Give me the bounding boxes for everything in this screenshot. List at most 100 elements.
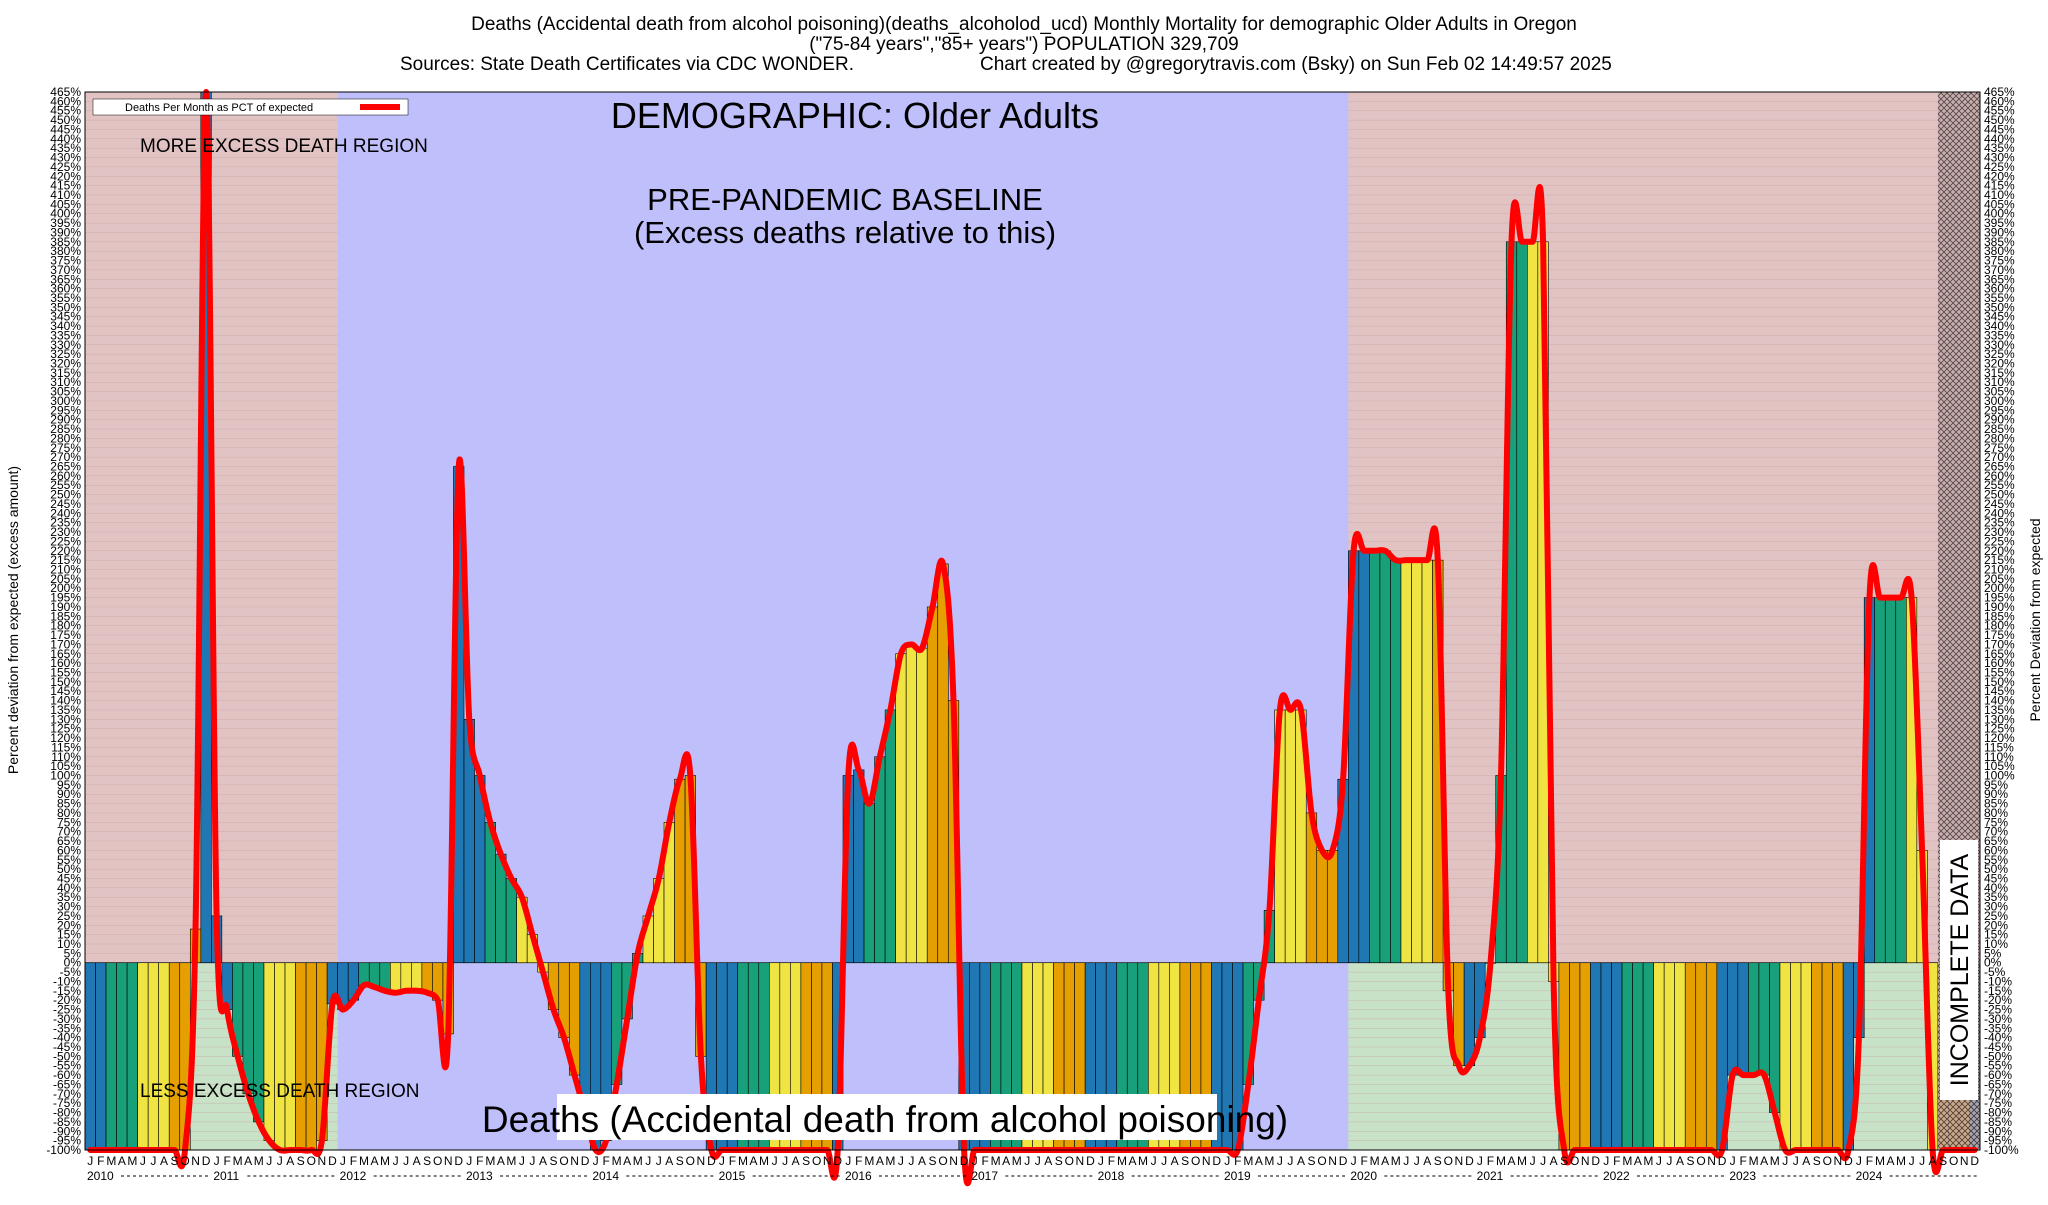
x-tick-month: O (1444, 1154, 1453, 1168)
bar (853, 769, 865, 964)
x-tick-month: A (1381, 1154, 1389, 1168)
x-tick-month: M (633, 1154, 643, 1168)
y-tick-label-left: 390% (50, 225, 81, 239)
bar (421, 962, 433, 994)
y-tick-label-left: 250% (50, 488, 81, 502)
y-tick-label-right: 175% (1984, 628, 2015, 642)
y-tick-label-left: -15% (53, 984, 81, 998)
y-tick-label-left: -10% (53, 974, 81, 988)
bar (926, 606, 939, 964)
y-tick-label-left: 90% (57, 787, 81, 801)
y-tick-label-right: -40% (1984, 1031, 2012, 1045)
y-tick-label-right: 170% (1984, 637, 2015, 651)
y-tick-label-right: 215% (1984, 553, 2015, 567)
y-tick-label-right: 220% (1984, 544, 2015, 558)
x-tick-month: N (191, 1154, 200, 1168)
x-tick-month: N (949, 1154, 958, 1168)
x-tick-month: A (1171, 1154, 1179, 1168)
y-tick-label-left: 370% (50, 263, 81, 277)
y-axis-label-left: Percent deviation from expected (excess … (5, 466, 21, 774)
y-tick-label-left: -90% (53, 1124, 81, 1138)
bottom-title: Deaths (Accidental death from alcohol po… (482, 1099, 1288, 1140)
y-tick-label-right: 270% (1984, 450, 2015, 464)
x-tick-month: M (1749, 1154, 1759, 1168)
bar (1737, 962, 1749, 1076)
y-tick-label-left: 230% (50, 525, 81, 539)
y-tick-label-right: -30% (1984, 1012, 2012, 1026)
y-tick-label-right: 65% (1984, 834, 2008, 848)
y-tick-label-right: 90% (1984, 787, 2008, 801)
y-tick-label-right: 460% (1984, 94, 2015, 108)
x-tick-month: J (1730, 1154, 1736, 1168)
x-tick-month: S (549, 1154, 557, 1168)
y-tick-label-left: 225% (50, 534, 81, 548)
y-tick-label-right: 210% (1984, 563, 2015, 577)
y-tick-label-left: 65% (57, 834, 81, 848)
x-tick-year: 2018 (1098, 1169, 1125, 1183)
y-tick-label-right: 305% (1984, 385, 2015, 399)
x-tick-month: J (1035, 1154, 1041, 1168)
x-tick-month: M (1391, 1154, 1401, 1168)
y-tick-label-right: 235% (1984, 516, 2015, 530)
bar (1811, 962, 1823, 1151)
bar (905, 644, 917, 964)
x-tick-month: N (1202, 1154, 1211, 1168)
x-tick-month: M (1370, 1154, 1380, 1168)
y-tick-label-left: -50% (53, 1049, 81, 1063)
y-tick-label-left: 150% (50, 675, 81, 689)
x-tick-month: D (707, 1154, 716, 1168)
x-tick-month: M (1517, 1154, 1527, 1168)
x-tick-month: N (697, 1154, 706, 1168)
baseline-label-line1: PRE-PANDEMIC BASELINE (647, 182, 1043, 217)
x-tick-month: O (1191, 1154, 1200, 1168)
y-tick-label-right: 75% (1984, 815, 2008, 829)
bar (1821, 962, 1833, 1151)
x-tick-month: J (214, 1154, 220, 1168)
x-tick-month: M (612, 1154, 622, 1168)
y-tick-label-right: 145% (1984, 684, 2015, 698)
bar (937, 563, 949, 964)
y-tick-label-left: -20% (53, 993, 81, 1007)
y-tick-label-left: 245% (50, 497, 81, 511)
y-tick-label-right: 115% (1984, 740, 2014, 754)
y-tick-label-left: 130% (50, 712, 81, 726)
bar (1579, 962, 1591, 1151)
x-tick-month: D (581, 1154, 590, 1168)
y-tick-label-left: 35% (57, 890, 81, 904)
y-tick-label-right: 20% (1984, 918, 2008, 932)
x-tick-month: A (286, 1154, 294, 1168)
x-tick-month: M (864, 1154, 874, 1168)
y-tick-label-right: 205% (1984, 572, 2015, 586)
y-tick-label-right: 400% (1984, 207, 2015, 221)
y-tick-label-left: -30% (53, 1012, 81, 1026)
x-tick-month: A (371, 1154, 379, 1168)
y-tick-label-left: -65% (53, 1077, 81, 1091)
y-tick-label-right: 390% (1984, 225, 2015, 239)
x-tick-month: J (140, 1154, 146, 1168)
y-tick-label-right: 45% (1984, 871, 2008, 885)
x-tick-month: D (1591, 1154, 1600, 1168)
y-tick-label-right: 335% (1984, 328, 2015, 342)
y-tick-label-right: 275% (1984, 441, 2015, 455)
y-tick-label-right: -10% (1984, 974, 2012, 988)
x-tick-month: J (1782, 1154, 1788, 1168)
x-tick-month: M (380, 1154, 390, 1168)
y-tick-label-right: 25% (1984, 909, 2008, 923)
x-tick-month: F (1234, 1154, 1241, 1168)
credit-text: Chart created by @gregorytravis.com (Bsk… (980, 54, 1612, 75)
y-tick-label-right: 200% (1984, 581, 2015, 595)
x-tick-month: N (1960, 1154, 1969, 1168)
y-axis-label-right: Percent Deviation from expected (2027, 518, 2043, 721)
y-tick-label-right: 290% (1984, 413, 2015, 427)
y-tick-label-right: 125% (1984, 722, 2015, 736)
bar (1800, 962, 1812, 1151)
bar (1600, 962, 1612, 1151)
x-tick-month: M (233, 1154, 243, 1168)
x-tick-month: J (340, 1154, 346, 1168)
y-tick-label-right: 450% (1984, 113, 2015, 127)
x-tick-month: J (1909, 1154, 1915, 1168)
x-tick-month: D (1718, 1154, 1727, 1168)
x-tick-month: F (1487, 1154, 1494, 1168)
x-tick-month: F (476, 1154, 483, 1168)
y-tick-label-left: 205% (50, 572, 81, 586)
